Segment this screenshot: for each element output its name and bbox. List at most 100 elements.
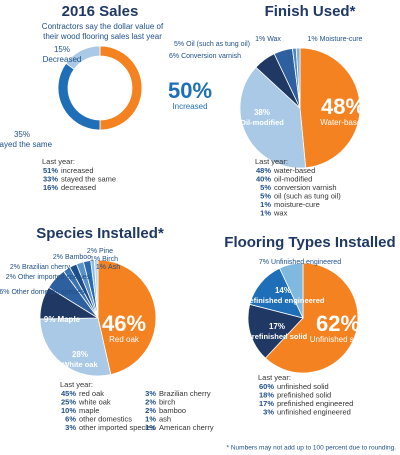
slice-value-label: 2% xyxy=(53,254,63,261)
slice-label: 1% Birch xyxy=(90,256,118,263)
slice-label: 2% Brazilian cherry xyxy=(10,264,71,271)
subtitle-box: Contractors say the dollar value of thei… xyxy=(41,22,164,46)
last-year-value: 40% xyxy=(256,174,271,183)
slice-value-label: 50% xyxy=(168,78,212,103)
slice-label: 6% Other domestic species xyxy=(0,289,85,296)
slice-label: 1% Ash xyxy=(96,264,120,271)
slice-category-label: Oil-modified xyxy=(240,118,284,127)
slice-category-label: Moisture-cure xyxy=(320,36,363,43)
slice xyxy=(65,45,101,70)
slice xyxy=(279,262,304,319)
last-year-category: maple xyxy=(79,406,99,415)
last-year-value: 3% xyxy=(65,423,76,432)
last-year-value: 5% xyxy=(260,183,271,192)
last-year-category: unfinished engineered xyxy=(277,407,351,416)
slice-value-label: 2% xyxy=(10,264,20,271)
slice-category-label: Maple xyxy=(57,315,80,324)
last-year-value: 1% xyxy=(260,208,271,217)
slice-category-label: Oil (such as tung oil) xyxy=(186,41,250,48)
slice-category-label: Stayed the same xyxy=(0,140,53,149)
slice-category-label: Pine xyxy=(99,248,113,255)
last-year-category: birch xyxy=(159,397,175,406)
slice-label: 5% Oil (such as tung oil) xyxy=(174,41,250,48)
last-year-value: 45% xyxy=(61,389,76,398)
last-year-category: unfinished solid xyxy=(277,382,329,391)
slice-value-label: 38% xyxy=(254,108,270,117)
slice-category-label: Ash xyxy=(108,264,120,271)
slice-value-label: 1% xyxy=(308,36,318,43)
slice xyxy=(247,303,304,359)
slice-category-label: Birch xyxy=(102,256,118,263)
slice xyxy=(295,47,301,109)
slice-label: 1% Wax xyxy=(255,36,281,43)
last-year-value: 3% xyxy=(145,389,156,398)
last-year-heading: Last year: xyxy=(258,373,291,382)
slice-value-label: 62% xyxy=(316,311,360,336)
last-year-value: 60% xyxy=(259,382,274,391)
slice-category-label: Prefinished engineered xyxy=(242,296,325,305)
slice-value-label: 6% xyxy=(169,53,179,60)
last-year-value: 18% xyxy=(259,390,274,399)
last-year-value: 16% xyxy=(43,183,58,192)
last-year-value: 2% xyxy=(145,397,156,406)
slice-label: 1% Moisture-cure xyxy=(308,36,363,43)
slice-value-label: 6% xyxy=(0,289,9,296)
last-year-category: increased xyxy=(61,166,94,175)
last-year-category: oil (such as tung oil) xyxy=(274,191,341,200)
last-year-value: 33% xyxy=(43,174,58,183)
slice-value-label: 48% xyxy=(321,94,365,119)
slice-category-label: Water-based xyxy=(320,118,366,127)
slice-label: 2% Pine xyxy=(87,248,113,255)
last-year-value: 6% xyxy=(65,414,76,423)
slice-label: 2% Bamboo xyxy=(53,254,91,261)
slice-value-label: 17% xyxy=(269,322,285,331)
last-year-category: oil-modified xyxy=(274,174,312,183)
last-year-category: prefinished engineered xyxy=(277,399,353,408)
last-year-heading: Last year: xyxy=(60,380,93,389)
slice xyxy=(299,47,361,169)
slice-category-label: Other domestic species xyxy=(11,289,85,296)
last-year-category: American cherry xyxy=(159,423,214,432)
slice xyxy=(97,259,157,376)
last-year-heading: Last year: xyxy=(42,157,75,166)
chart-title: Flooring Types Installed xyxy=(224,234,395,251)
slice-category-label: Red oak xyxy=(109,335,140,344)
last-year-value: 51% xyxy=(43,166,58,175)
slice-category-label: Increased xyxy=(172,102,207,111)
slice-label: 9% Maple xyxy=(44,315,81,324)
slice xyxy=(39,317,112,377)
slice-label: 7% Unfinished engineered xyxy=(259,259,341,266)
slice-category-label: Brazilian cherry xyxy=(22,264,71,271)
chart-subtitle: Contractors say the dollar value of thei… xyxy=(41,22,164,46)
slice-value-label: 2% xyxy=(6,274,16,281)
last-year-category: bamboo xyxy=(159,406,186,415)
slice-value-label: 2% xyxy=(87,248,97,255)
slice-category-label: Conversion varnish xyxy=(181,53,241,60)
slice-value-label: 1% xyxy=(90,256,100,263)
slice-category-label: Other imported species xyxy=(18,274,91,281)
slice-category-label: Unfinished solid xyxy=(310,335,366,344)
slice-value-label: 14% xyxy=(275,286,291,295)
slice-label: 6% Conversion varnish xyxy=(169,53,241,60)
slice-value-label: 46% xyxy=(102,311,146,336)
last-year-value: 25% xyxy=(61,397,76,406)
last-year-category: conversion varnish xyxy=(274,183,337,192)
last-year-category: stayed the same xyxy=(61,174,116,183)
slice-value-label: 5% xyxy=(174,41,184,48)
last-year-value: 5% xyxy=(260,191,271,200)
chart-title: Species Installed* xyxy=(36,225,164,242)
last-year-category: other imported species xyxy=(79,423,155,432)
last-year-category: Brazilian cherry xyxy=(159,389,211,398)
slice-category-label: Bamboo xyxy=(65,254,91,261)
slice-value-label: 1% xyxy=(255,36,265,43)
slice-category-label: White oak xyxy=(62,360,98,369)
slice xyxy=(239,66,307,169)
last-year-value: 17% xyxy=(259,399,274,408)
last-year-category: white oak xyxy=(78,397,111,406)
slice xyxy=(57,62,101,131)
chart-title: Finish Used* xyxy=(265,3,356,20)
last-year-value: 1% xyxy=(145,414,156,423)
last-year-value: 3% xyxy=(263,407,274,416)
last-year-category: decreased xyxy=(61,183,96,192)
